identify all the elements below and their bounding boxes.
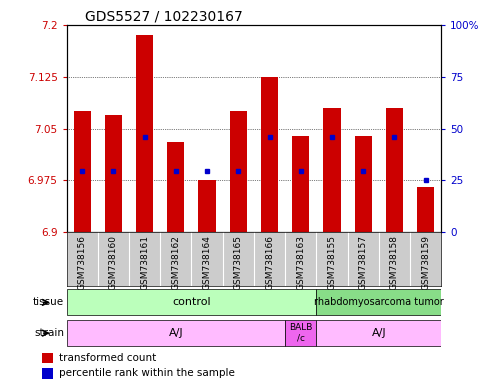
Bar [136, 35, 153, 232]
Bar [285, 320, 317, 346]
Text: GSM738156: GSM738156 [78, 235, 87, 290]
Bar [417, 187, 434, 232]
Bar [323, 108, 341, 232]
Bar [67, 290, 317, 315]
Bar [317, 320, 441, 346]
Bar [261, 77, 278, 232]
Text: GSM738166: GSM738166 [265, 235, 274, 290]
Bar [167, 142, 184, 232]
Text: strain: strain [34, 328, 64, 338]
Text: GSM738163: GSM738163 [296, 235, 305, 290]
Text: GSM738159: GSM738159 [421, 235, 430, 290]
Text: rhabdomyosarcoma tumor: rhabdomyosarcoma tumor [314, 297, 444, 308]
Text: GSM738164: GSM738164 [203, 235, 211, 290]
Bar [199, 180, 215, 232]
Bar [386, 108, 403, 232]
Text: tissue: tissue [33, 297, 64, 308]
Bar [292, 136, 309, 232]
Text: GDS5527 / 102230167: GDS5527 / 102230167 [85, 10, 243, 24]
Bar [67, 320, 285, 346]
Text: percentile rank within the sample: percentile rank within the sample [59, 368, 235, 378]
Text: GSM738155: GSM738155 [327, 235, 336, 290]
Text: GSM738160: GSM738160 [109, 235, 118, 290]
Text: A/J: A/J [372, 328, 386, 338]
Text: GSM738161: GSM738161 [140, 235, 149, 290]
Text: transformed count: transformed count [59, 353, 156, 363]
Text: BALB
/c: BALB /c [289, 323, 313, 343]
Text: A/J: A/J [169, 328, 183, 338]
Bar [317, 290, 441, 315]
Text: GSM738158: GSM738158 [390, 235, 399, 290]
Bar [105, 115, 122, 232]
Bar [354, 136, 372, 232]
Text: GSM738157: GSM738157 [359, 235, 368, 290]
Bar [230, 111, 247, 232]
Bar [73, 111, 91, 232]
Text: GSM738165: GSM738165 [234, 235, 243, 290]
Text: GSM738162: GSM738162 [172, 235, 180, 290]
Bar [42, 368, 52, 379]
Bar [42, 353, 52, 363]
Text: control: control [172, 297, 211, 308]
